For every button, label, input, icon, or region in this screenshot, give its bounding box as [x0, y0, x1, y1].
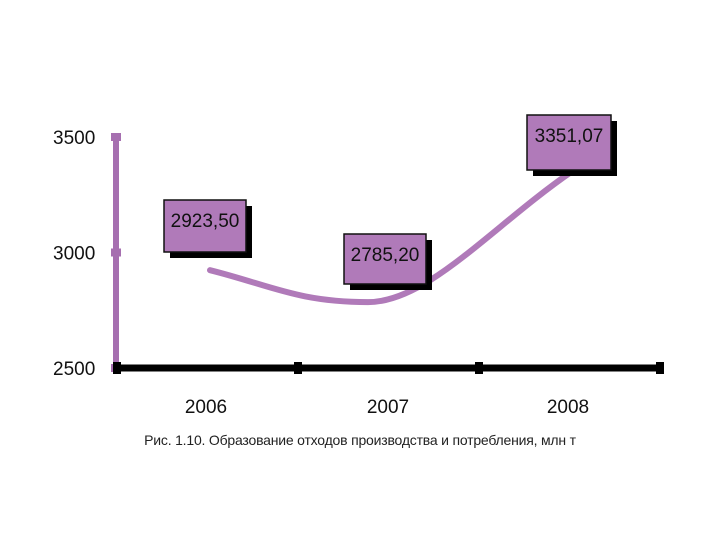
- data-label-box: [526, 114, 612, 171]
- y-tick: [111, 248, 121, 257]
- data-label-box: [163, 199, 247, 253]
- data-label: 2923,50: [171, 211, 240, 232]
- data-label: 3351,07: [535, 126, 604, 147]
- y-tick: [111, 133, 121, 141]
- x-tick: [294, 362, 302, 374]
- y-tick-label: 3500: [53, 128, 95, 149]
- y-tick-label: 2500: [53, 359, 95, 380]
- x-tick: [475, 362, 483, 374]
- x-tick-label: 2007: [367, 397, 409, 418]
- x-tick-label: 2008: [547, 397, 589, 418]
- figure-caption: Рис. 1.10. Образование отходов производс…: [144, 432, 576, 448]
- x-tick: [113, 362, 121, 374]
- data-label-box: [343, 233, 427, 285]
- series-line: [207, 168, 575, 306]
- y-tick-label: 3000: [53, 244, 95, 265]
- x-tick: [656, 362, 664, 374]
- data-label: 2785,20: [351, 245, 420, 266]
- x-tick-label: 2006: [185, 397, 227, 418]
